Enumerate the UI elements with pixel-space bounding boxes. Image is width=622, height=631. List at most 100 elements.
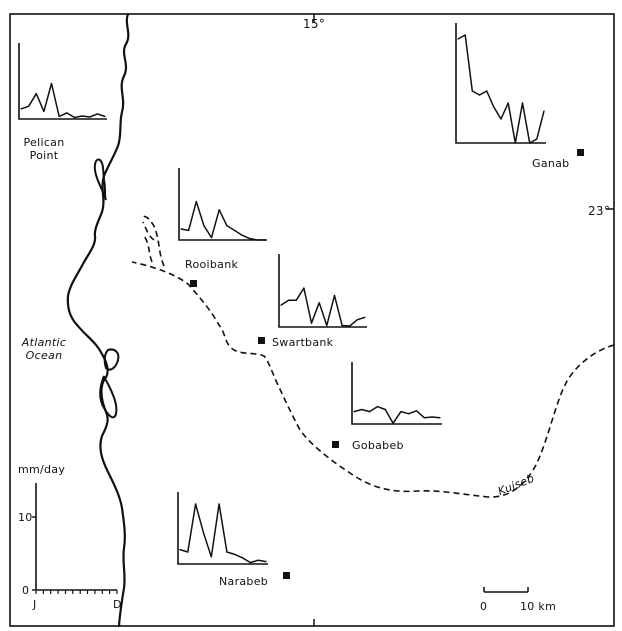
chart-point-narabeb-10	[257, 559, 259, 561]
legend-ytick-10: 10	[18, 511, 33, 524]
station-marker-rooibank	[190, 280, 197, 287]
chart-point-pelican-point-7	[73, 116, 76, 119]
chart-point-gobabeb-7	[408, 413, 410, 415]
chart-axes-ganab	[455, 23, 546, 144]
chart-point-gobabeb-2	[369, 411, 371, 413]
chart-axes-swartbank	[278, 254, 367, 328]
chart-point-rooibank-9	[249, 238, 251, 240]
chart-point-ganab-2	[471, 90, 473, 92]
chart-point-pelican-point-6	[66, 112, 68, 114]
station-charts	[18, 23, 546, 565]
chart-point-pelican-point-5	[58, 115, 60, 118]
longitude-label: 15°	[303, 17, 326, 31]
chart-line-narabeb	[179, 503, 267, 564]
chart-gobabeb	[351, 362, 442, 425]
chart-point-ganab-0	[457, 38, 459, 40]
chart-rooibank	[178, 168, 267, 241]
legend-ytick-0: 0	[22, 584, 30, 597]
station-label-ganab: Ganab	[532, 157, 570, 170]
chart-point-pelican-point-1	[28, 105, 30, 107]
chart-ganab	[455, 23, 546, 144]
chart-point-ganab-5	[493, 106, 495, 108]
station-label-pelican-point-line1: Pelican	[23, 136, 65, 149]
coastline	[66, 12, 130, 628]
scale-bar-start: 0	[480, 600, 488, 613]
chart-point-pelican-point-11	[104, 115, 106, 118]
chart-point-swartbank-1	[288, 299, 290, 301]
station-marker-ganab	[577, 149, 584, 156]
chart-point-pelican-point-0	[20, 108, 22, 110]
chart-line-pelican-point	[20, 82, 106, 119]
chart-point-gobabeb-11	[439, 417, 441, 419]
chart-point-swartbank-7	[333, 294, 336, 296]
station-label-swartbank: Swartbank	[272, 336, 334, 349]
chart-point-pelican-point-3	[43, 110, 45, 112]
legend-x-end: D	[113, 598, 122, 611]
scale-bar-end: 10 km	[520, 600, 557, 613]
chart-point-pelican-point-10	[96, 113, 98, 115]
chart-point-swartbank-11	[364, 316, 366, 318]
chart-point-rooibank-1	[188, 229, 190, 231]
chart-point-ganab-4	[486, 90, 488, 92]
chart-point-gobabeb-9	[423, 417, 425, 419]
chart-point-swartbank-3	[303, 287, 305, 289]
chart-point-gobabeb-6	[400, 411, 402, 413]
station-label-pelican-point: Pelican Point	[14, 136, 74, 162]
map-frame	[9, 13, 615, 627]
chart-point-narabeb-8	[241, 557, 244, 559]
chart-axes-gobabeb	[351, 362, 442, 425]
legend-unit: mm/day	[18, 463, 66, 476]
legend-x-start: J	[33, 598, 37, 611]
chart-point-ganab-11	[536, 138, 538, 140]
station-label-pelican-point-line2: Point	[29, 149, 59, 162]
chart-point-pelican-point-2	[35, 93, 37, 95]
chart-axes-pelican-point	[18, 43, 107, 120]
chart-point-rooibank-10	[256, 239, 258, 241]
chart-point-gobabeb-4	[384, 408, 386, 411]
chart-point-swartbank-9	[349, 325, 351, 327]
chart-line-rooibank	[180, 200, 265, 241]
chart-point-rooibank-8	[241, 234, 243, 236]
chart-point-narabeb-4	[210, 556, 212, 558]
chart-point-pelican-point-9	[89, 116, 91, 118]
station-label-narabeb: Narabeb	[219, 575, 269, 588]
chart-point-rooibank-0	[180, 228, 182, 230]
chart-point-narabeb-1	[187, 551, 189, 553]
chart-point-rooibank-4	[210, 237, 213, 239]
chart-narabeb	[177, 492, 268, 565]
chart-point-gobabeb-0	[353, 411, 355, 413]
chart-point-narabeb-5	[218, 503, 220, 505]
chart-point-pelican-point-4	[50, 82, 53, 85]
chart-point-gobabeb-8	[415, 410, 418, 412]
chart-point-ganab-7	[507, 102, 509, 104]
chart-point-rooibank-3	[203, 225, 205, 227]
lagoon	[103, 348, 120, 371]
chart-point-gobabeb-10	[431, 416, 433, 418]
latitude-label: 23°	[588, 204, 611, 218]
scale-bar	[483, 587, 529, 593]
chart-point-swartbank-5	[318, 302, 320, 304]
chart-point-swartbank-6	[326, 324, 328, 327]
chart-point-swartbank-8	[341, 324, 343, 327]
chart-point-gobabeb-5	[392, 422, 394, 424]
legend-chart	[32, 483, 118, 594]
station-label-rooibank: Rooibank	[185, 258, 239, 271]
chart-swartbank	[278, 254, 367, 328]
chart-axes-narabeb	[177, 492, 268, 565]
chart-point-swartbank-0	[280, 304, 282, 306]
chart-point-ganab-3	[478, 94, 481, 96]
chart-point-rooibank-6	[226, 225, 228, 227]
chart-point-ganab-6	[500, 118, 502, 120]
chart-point-rooibank-2	[195, 201, 197, 203]
chart-point-narabeb-2	[195, 503, 197, 505]
chart-point-gobabeb-3	[376, 406, 379, 408]
ocean-label: Atlantic Ocean	[16, 336, 72, 362]
chart-point-gobabeb-1	[361, 408, 363, 411]
chart-point-narabeb-11	[265, 561, 267, 563]
chart-point-narabeb-3	[202, 532, 205, 534]
station-marker-gobabeb	[332, 441, 339, 448]
station-label-gobabeb: Gobabeb	[352, 439, 404, 452]
chart-point-swartbank-10	[356, 319, 358, 321]
station-marker-narabeb	[283, 572, 290, 579]
